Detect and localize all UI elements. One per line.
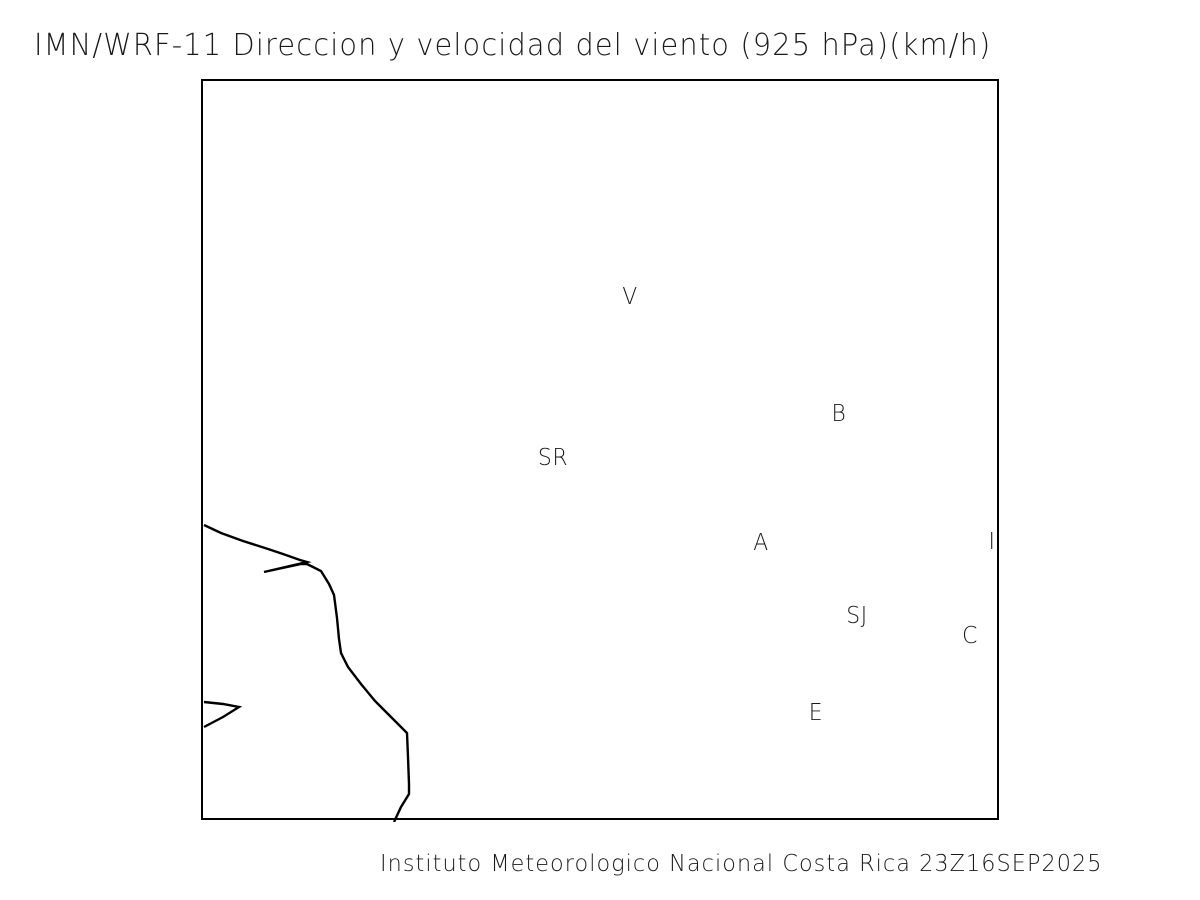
coastline-inlet-path xyxy=(203,700,243,729)
station-a-label: A xyxy=(753,530,769,556)
map-plot-frame: V B SR A I SJ C E xyxy=(201,79,999,822)
station-sr-label: SR xyxy=(537,445,569,471)
station-sj-label: SJ xyxy=(846,603,868,629)
coastline-main-path xyxy=(203,523,411,822)
station-c-label: C xyxy=(962,623,978,649)
page-title: IMN/WRF-11 Direccion y velocidad del vie… xyxy=(34,28,992,63)
coastline-layer xyxy=(203,523,411,822)
station-i-label: I xyxy=(988,529,996,555)
footer-attribution: Instituto Meteorologico Nacional Costa R… xyxy=(380,851,1103,877)
station-b-label: B xyxy=(831,401,847,427)
station-v-label: V xyxy=(622,284,638,310)
station-e-label: E xyxy=(808,700,824,726)
